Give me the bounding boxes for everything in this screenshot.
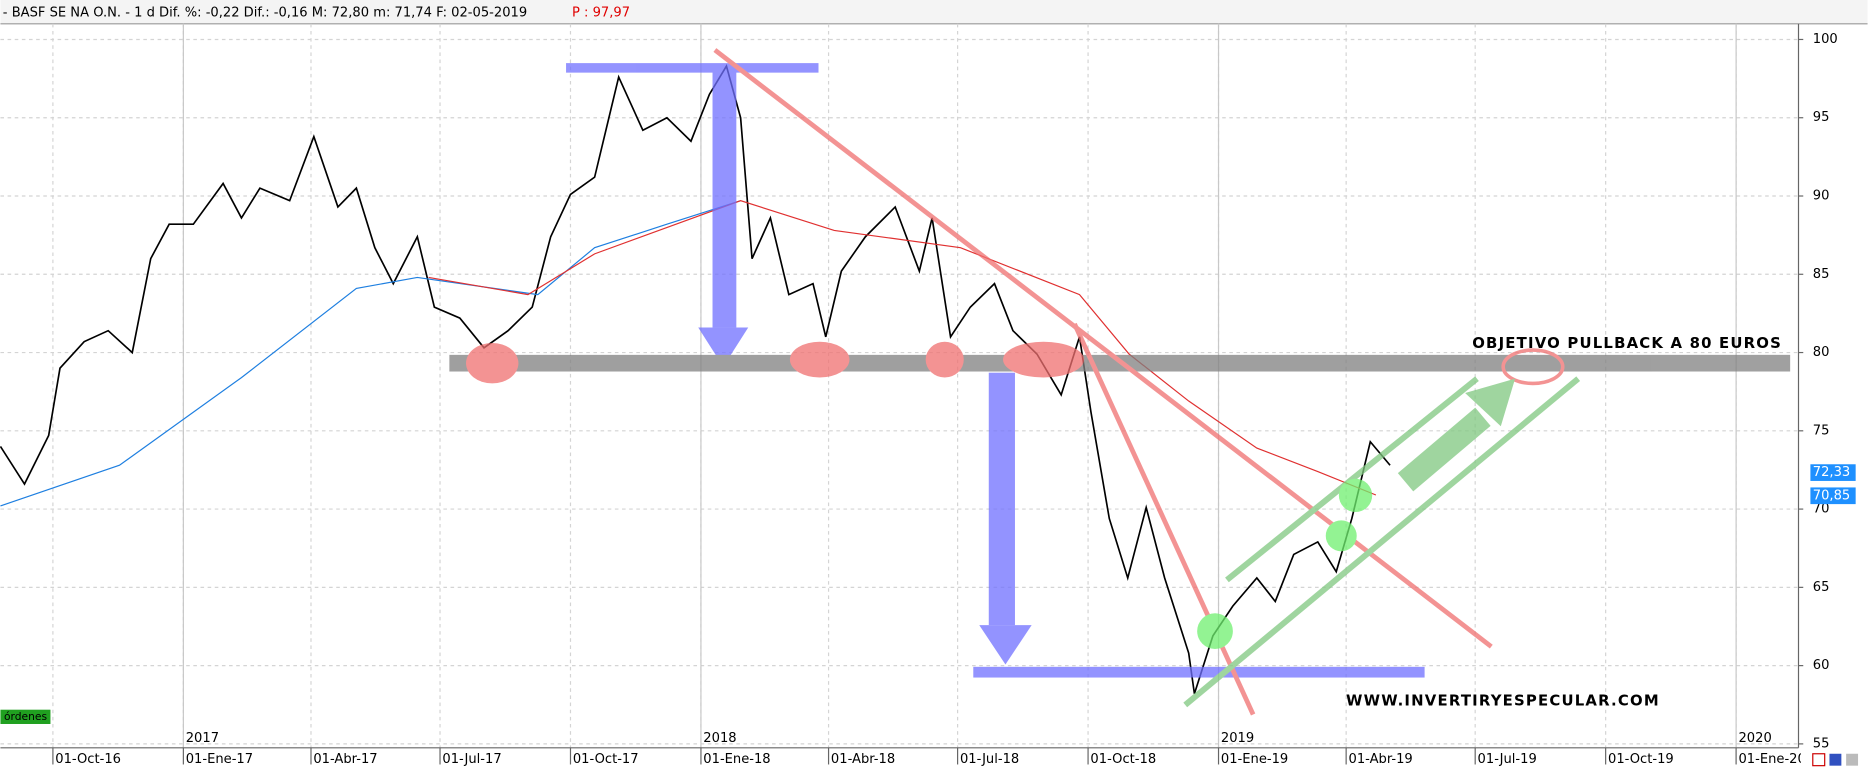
blue-arrow-head	[698, 327, 749, 367]
icon[interactable]	[1846, 753, 1859, 766]
price-marker	[1810, 464, 1856, 481]
x-tick-label: 01-Ene-17	[186, 752, 253, 767]
red-trendline	[713, 48, 1493, 649]
header-bar	[0, 0, 1868, 24]
y-tick-label: 75	[1813, 423, 1830, 438]
red-trendline	[1072, 322, 1256, 716]
y-tick-label: 55	[1813, 736, 1830, 751]
green-circle	[1325, 520, 1357, 552]
y-tick-label: 60	[1813, 658, 1830, 673]
year-label: 2018	[703, 731, 736, 746]
y-tick-label: 80	[1813, 345, 1830, 360]
y-tick-label: 95	[1813, 110, 1830, 125]
x-tick-label: 01-Abr-19	[1349, 752, 1413, 767]
series-group	[0, 63, 1391, 694]
x-tick-label: 01-Ene-20	[1738, 752, 1805, 767]
red-ellipse	[1003, 341, 1085, 378]
y-tick-label: 85	[1813, 267, 1830, 282]
green-channel	[1183, 376, 1581, 708]
green-arrow-head	[1465, 378, 1516, 427]
x-tick-label: 01-Oct-17	[573, 752, 639, 767]
x-tick-label: 01-Jul-17	[442, 752, 501, 767]
blue-bar	[973, 666, 1425, 678]
x-tick-label: 01-Jul-18	[960, 752, 1019, 767]
year-label: 2017	[186, 731, 219, 746]
green-circle	[1338, 478, 1373, 513]
x-tick-label: 01-Jul-19	[1478, 752, 1537, 767]
y-tick-label: 70	[1813, 502, 1830, 517]
red-ellipse	[789, 341, 850, 378]
year-label: 2019	[1221, 731, 1254, 746]
price-marker-label: 70,85	[1813, 488, 1850, 503]
orders-label[interactable]: órdenes	[4, 710, 48, 723]
header-price: P : 97,97	[572, 6, 630, 21]
site-text: WWW.INVERTIRYESPECULAR.COM	[1346, 691, 1660, 709]
red-ellipse	[466, 342, 519, 384]
x-tick-label: 01-Oct-16	[55, 752, 121, 767]
header-text: - BASF SE NA O.N. - 1 d Dif. %: -0,22 Di…	[3, 6, 527, 21]
target-ellipse	[1501, 348, 1565, 386]
green-circle	[1197, 613, 1233, 649]
x-tick-label: 01-Oct-19	[1608, 752, 1674, 767]
green-arrow-shaft	[1397, 407, 1491, 492]
price-line	[0, 200, 741, 507]
icon[interactable]	[1829, 753, 1842, 766]
annotations	[449, 48, 1791, 716]
x-tick-label: 01-Abr-18	[831, 752, 895, 767]
price-line	[428, 200, 1377, 496]
blue-bar	[566, 63, 819, 73]
year-label: 2020	[1738, 731, 1771, 746]
y-tick-label: 100	[1813, 32, 1838, 47]
icon[interactable]	[1812, 753, 1826, 767]
blue-arrow-head	[979, 625, 1032, 665]
orders-badge[interactable]	[0, 709, 51, 724]
blue-arrow-shaft	[712, 67, 737, 328]
y-tick-label: 65	[1813, 580, 1830, 595]
x-tick-label: 01-Ene-18	[703, 752, 770, 767]
price-marker	[1810, 487, 1856, 505]
y-tick-label: 90	[1813, 189, 1830, 204]
x-tick-label: 01-Abr-17	[313, 752, 377, 767]
target-text: OBJETIVO PULLBACK A 80 EUROS	[1472, 334, 1782, 352]
x-tick-label: 01-Oct-18	[1090, 752, 1156, 767]
axes: 55 60 65 70 75 80 85 90 95 100 01-Oct-16 01-Ene-17 0…	[52, 32, 1856, 767]
blue-arrow-shaft	[988, 372, 1015, 626]
price-marker-label: 72,33	[1813, 465, 1850, 480]
x-tick-label: 01-Ene-19	[1221, 752, 1288, 767]
red-ellipse	[925, 341, 964, 378]
price-line	[0, 63, 1391, 694]
